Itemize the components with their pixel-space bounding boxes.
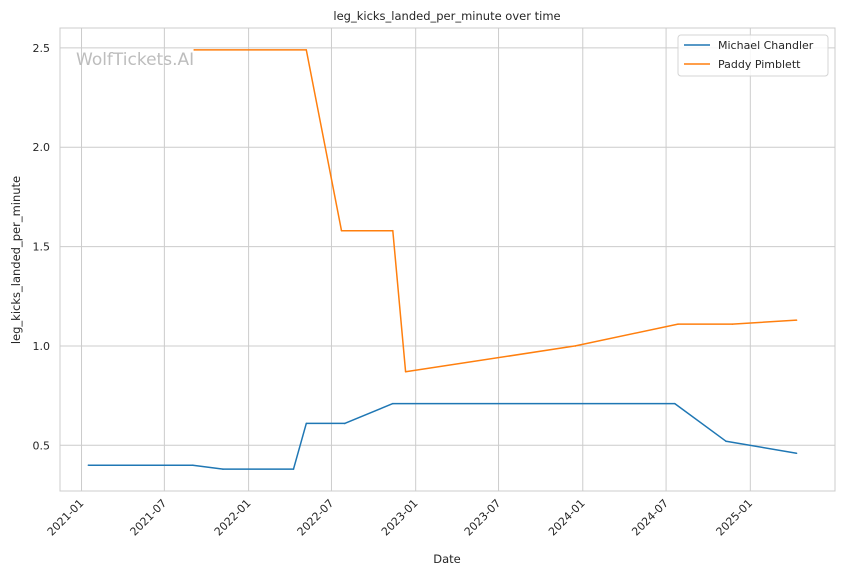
x-tick-label: 2021-07 (128, 497, 170, 539)
x-tick-label: 2025-01 (714, 497, 756, 539)
data-point (305, 422, 308, 425)
data-point (574, 345, 577, 347)
data-point (292, 468, 295, 470)
legend-box (677, 34, 829, 77)
x-tick-label: 2024-07 (629, 497, 671, 539)
data-point (677, 323, 679, 325)
data-point (731, 323, 734, 325)
x-tick-label: 2024-01 (546, 497, 588, 539)
series-line (88, 402, 797, 470)
x-tick-label: 2021-01 (45, 497, 87, 539)
legend-label: Michael Chandler (718, 39, 814, 52)
data-point (340, 229, 343, 232)
y-tick-label: 1.0 (33, 340, 51, 353)
x-axis-label: Date (433, 552, 461, 566)
data-point (222, 468, 224, 470)
data-point (725, 440, 727, 443)
plot-area (59, 27, 836, 492)
data-point (192, 464, 194, 466)
y-tick-label: 2.0 (33, 141, 51, 154)
legend-label: Paddy Pimblett (718, 58, 801, 71)
data-point (343, 422, 346, 425)
x-tick-label: 2023-01 (379, 497, 421, 539)
data-point (87, 464, 90, 466)
y-tick-label: 0.5 (33, 439, 51, 452)
y-tick-label: 2.5 (33, 42, 51, 55)
data-point (305, 49, 308, 51)
data-point (193, 49, 195, 51)
data-point (392, 402, 394, 405)
chart-title: leg_kicks_landed_per_minute over time (333, 9, 560, 23)
x-tick-label: 2023-07 (462, 497, 504, 539)
data-point (392, 229, 394, 232)
y-axis-label: leg_kicks_landed_per_minute (9, 176, 23, 344)
grid (60, 28, 835, 491)
data-point (674, 402, 676, 405)
watermark-text: WolfTickets.AI (76, 50, 194, 70)
x-tick-label: 2022-01 (212, 497, 254, 539)
legend: Michael Chandler Paddy Pimblett (677, 34, 829, 77)
x-tick-label: 2022-07 (295, 497, 337, 539)
data-point (795, 319, 798, 321)
series-lines (87, 49, 798, 470)
y-tick-label: 1.5 (33, 241, 51, 254)
data-point (404, 371, 407, 373)
data-point (795, 452, 798, 454)
